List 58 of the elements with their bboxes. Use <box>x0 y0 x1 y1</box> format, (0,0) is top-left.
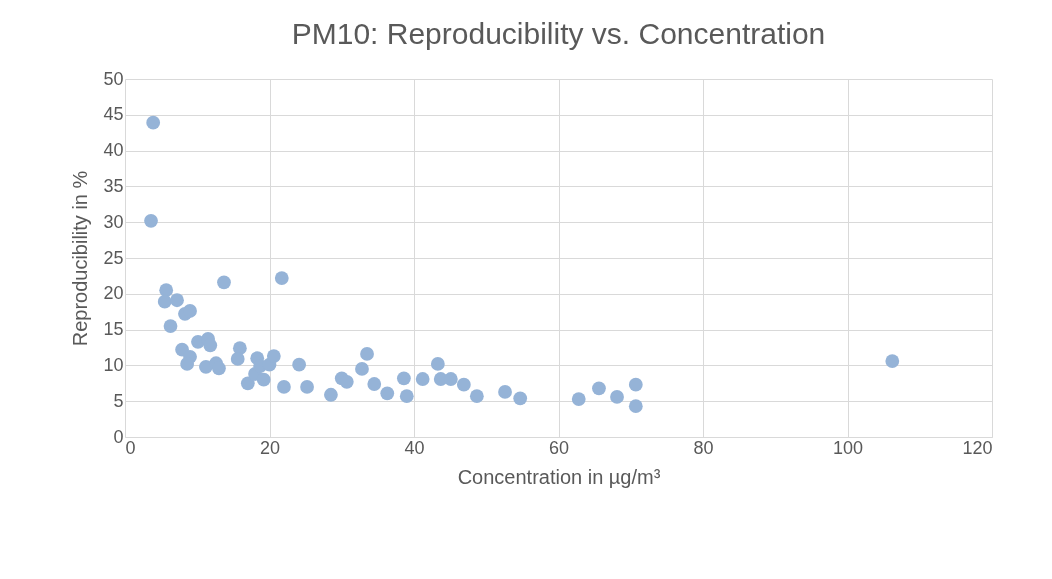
point <box>157 294 172 309</box>
y-tick-label: 30 <box>103 211 124 232</box>
point <box>240 376 255 391</box>
point <box>380 386 395 401</box>
point <box>170 293 184 308</box>
point <box>355 362 369 376</box>
point <box>513 391 528 406</box>
y-tick-label: 40 <box>103 140 124 161</box>
point <box>180 357 195 371</box>
point <box>469 389 484 404</box>
point <box>885 354 900 368</box>
y-tick-label: 45 <box>103 104 124 125</box>
y-axis-title: Reproducibility in % <box>69 170 92 347</box>
point <box>163 319 178 333</box>
point <box>571 392 586 406</box>
point <box>183 304 197 318</box>
y-tick-label: 15 <box>103 319 124 340</box>
point <box>277 380 291 394</box>
point <box>256 372 271 387</box>
point <box>274 271 289 285</box>
point <box>339 374 354 389</box>
point <box>217 275 231 290</box>
point <box>443 372 458 386</box>
point <box>456 377 471 392</box>
point <box>300 380 314 394</box>
y-tick-label: 5 <box>113 390 124 411</box>
x-tick-label: 20 <box>259 437 281 458</box>
point <box>592 381 606 396</box>
y-tick-label: 25 <box>103 247 124 268</box>
point <box>324 387 338 402</box>
x-tick-label: 100 <box>832 437 864 458</box>
point <box>144 213 158 228</box>
point <box>628 399 643 414</box>
x-tick-label: 120 <box>962 437 993 458</box>
point <box>610 390 624 404</box>
y-tick-label: 10 <box>103 354 124 375</box>
y-tick-label: 20 <box>103 283 124 304</box>
point <box>396 371 411 386</box>
x-tick-label: 60 <box>548 437 570 458</box>
point <box>399 389 414 404</box>
y-tick-label: 50 <box>103 68 124 89</box>
point <box>230 352 245 366</box>
point <box>628 377 643 392</box>
point <box>367 377 382 391</box>
point <box>498 385 512 399</box>
point <box>415 372 430 386</box>
point <box>292 357 307 372</box>
x-tick-label: 40 <box>404 437 425 458</box>
point <box>203 338 218 353</box>
point <box>360 347 374 361</box>
chart-title: PM10: Reproducibility vs. Concentration <box>291 17 826 50</box>
y-tick-label: 35 <box>103 175 124 196</box>
point <box>430 357 445 371</box>
x-axis-title: Concentration in µg/m³ <box>457 465 661 488</box>
point <box>266 349 281 363</box>
x-tick-label: 80 <box>693 437 714 458</box>
point <box>212 361 226 376</box>
point <box>146 115 161 130</box>
